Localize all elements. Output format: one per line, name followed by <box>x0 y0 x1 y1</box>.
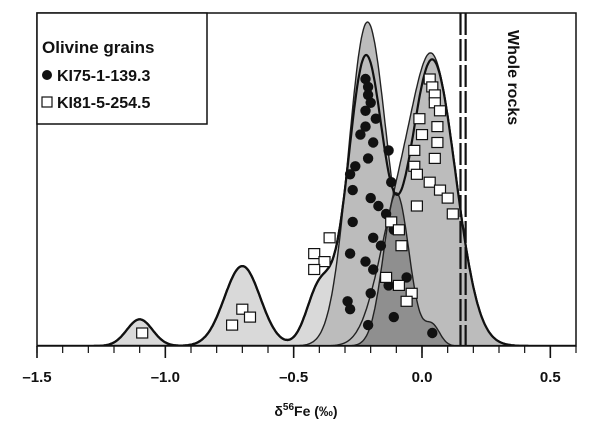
data-point-ki75-21 <box>368 232 379 243</box>
data-point-ki81-30 <box>236 303 249 315</box>
x-tick-label: –1.0 <box>151 369 180 386</box>
data-point-ki81-29 <box>400 295 413 307</box>
data-point-ki75-7 <box>360 121 371 132</box>
data-point-ki81-21 <box>323 232 336 244</box>
data-point-ki75-9 <box>368 137 379 148</box>
data-point-ki81-23 <box>308 248 321 260</box>
whole-rocks-annotation: Whole rocks <box>459 13 521 346</box>
plot-frame <box>36 12 577 347</box>
x-tick-label: 0.5 <box>540 369 561 386</box>
data-point-ki75-1 <box>360 73 371 85</box>
data-point-ki81-32 <box>226 319 239 331</box>
data-point-ki81-7 <box>431 120 444 133</box>
data-point-ki81-27 <box>392 279 405 291</box>
x-axis-title-symbol: δ <box>274 403 283 419</box>
data-point-ki81-33 <box>136 327 149 339</box>
data-point-ki75-11 <box>362 153 374 164</box>
data-point-ki75-23 <box>344 248 356 259</box>
density-envelope-outline <box>37 53 576 346</box>
x-axis-title-superscript: 56 <box>283 402 295 413</box>
legend-box <box>36 12 208 125</box>
data-point-ki75-6 <box>370 113 381 124</box>
legend-label-ki81: KI81-5-254.5 <box>57 95 150 112</box>
data-point-ki81-20 <box>392 224 405 236</box>
data-point-ki81-31 <box>243 311 257 323</box>
x-axis: –1.5 –1.0 –0.5 0.0 0.5 <box>22 346 577 386</box>
data-point-ki81-26 <box>380 271 393 283</box>
data-point-ki75-25 <box>368 264 379 275</box>
x-axis-title: δ56Fe (‰) <box>274 402 337 419</box>
data-point-ki75-29 <box>342 296 353 307</box>
data-point-ki81-18 <box>446 208 459 220</box>
data-point-ki75-14 <box>386 177 397 188</box>
data-point-ki81-6 <box>413 113 426 125</box>
data-point-ki75-3 <box>362 89 374 101</box>
data-point-ki75-2 <box>362 81 374 93</box>
legend-marker-filled-circle <box>42 70 52 80</box>
x-tick-label: –1.5 <box>22 369 51 386</box>
data-point-ki75-31 <box>388 311 399 323</box>
data-point-ki75-30 <box>344 304 356 315</box>
data-point-ki75-17 <box>373 200 384 212</box>
data-point-ki75-32 <box>362 319 374 331</box>
legend: Olivine grains KI75-1-139.3 KI81-5-254.5 <box>36 12 208 125</box>
data-point-ki75-13 <box>344 169 356 180</box>
x-axis-title-rest: Fe (‰) <box>294 403 338 419</box>
data-point-ki81-25 <box>308 263 321 276</box>
data-point-ki75-22 <box>375 240 387 251</box>
data-point-ki75-28 <box>365 288 376 299</box>
density-curve-ki75-1-139.3-density <box>37 21 576 346</box>
data-point-ki81-13 <box>410 168 423 180</box>
data-point-ki81-11 <box>428 152 441 164</box>
x-tick-label: –0.5 <box>279 369 308 386</box>
data-point-ki81-14 <box>423 176 436 188</box>
data-point-ki75-24 <box>360 256 371 267</box>
data-point-ki75-12 <box>350 161 361 172</box>
data-point-ki75-33 <box>427 327 438 339</box>
legend-marker-open-square <box>41 96 53 108</box>
data-point-ki75-16 <box>365 192 376 204</box>
data-point-ki75-8 <box>355 129 366 140</box>
legend-title: Olivine grains <box>42 38 154 57</box>
data-point-ki75-10 <box>383 145 394 156</box>
data-point-ki75-4 <box>365 97 376 109</box>
data-point-ki81-10 <box>408 144 421 156</box>
data-point-ki81-22 <box>395 240 408 252</box>
data-point-ki81-15 <box>433 184 447 196</box>
data-point-ki75-19 <box>347 216 358 228</box>
data-point-ki81-16 <box>441 192 454 204</box>
data-point-ki75-5 <box>360 105 371 117</box>
data-point-ki81-9 <box>431 136 444 149</box>
data-point-ki81-19 <box>385 216 398 228</box>
data-point-ki81-8 <box>415 129 429 141</box>
whole-rocks-label: Whole rocks <box>504 30 521 125</box>
x-tick-label: 0.0 <box>412 369 433 386</box>
legend-label-ki75: KI75-1-139.3 <box>57 68 150 85</box>
data-point-ki81-17 <box>410 200 423 212</box>
data-points <box>136 73 459 339</box>
data-point-ki81-24 <box>318 256 331 268</box>
data-point-ki75-15 <box>347 184 358 196</box>
data-point-ki81-5 <box>433 105 447 117</box>
